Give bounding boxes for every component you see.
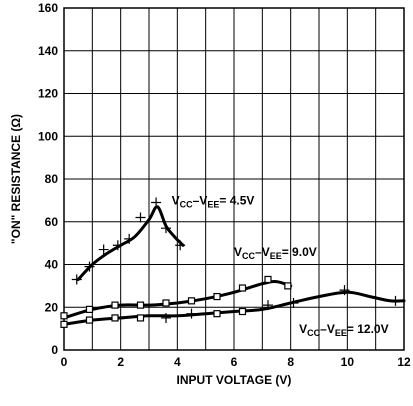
- markers: [60, 197, 401, 328]
- square-marker: [213, 292, 221, 301]
- plus-marker: [288, 297, 299, 308]
- tick-labels: 0 20 40 60 80 100 120 140 160 0 2 4 6 8 10 12: [38, 1, 411, 369]
- series-label-3: VCC–VEE= 12.0V: [299, 322, 388, 338]
- x-axis-label: INPUT VOLTAGE (V): [177, 373, 292, 387]
- plus-marker: [390, 295, 401, 306]
- plus-marker: [124, 233, 135, 244]
- y-tick-label: 80: [45, 172, 59, 186]
- square-marker: [111, 314, 119, 322]
- plus-marker: [161, 312, 171, 323]
- x-tick-label: 4: [174, 355, 181, 369]
- series-line-3: [62, 290, 406, 326]
- y-tick-label: 140: [38, 44, 58, 58]
- square-marker: [60, 312, 68, 320]
- square-marker: [136, 301, 145, 309]
- plus-marker: [263, 300, 273, 311]
- square-marker: [264, 275, 272, 284]
- square-marker: [238, 307, 247, 316]
- plus-marker: [71, 274, 82, 285]
- series-annotations: VCC–VEE= 4.5V VCC–VEE= 9.0V VCC–VEE= 12.0V: [172, 194, 389, 338]
- y-axis-label: "ON" RESISTANCE (Ω): [9, 114, 23, 244]
- y-tick-label: 20: [45, 300, 59, 314]
- plus-marker: [175, 240, 186, 251]
- y-tick-label: 60: [45, 215, 59, 229]
- square-marker: [187, 297, 196, 305]
- y-tick-label: 100: [38, 129, 58, 143]
- plus-marker: [186, 308, 197, 319]
- series-label-2: VCC–VEE= 9.0V: [234, 245, 317, 261]
- plot-frame: [63, 7, 405, 351]
- y-tick-label: 160: [38, 1, 58, 15]
- plus-marker: [84, 261, 95, 272]
- x-tick-label: 10: [341, 355, 355, 369]
- square-marker: [60, 320, 68, 328]
- grid: [64, 8, 404, 350]
- series-label-1: VCC–VEE= 4.5V: [172, 194, 255, 210]
- square-marker: [238, 284, 247, 292]
- square-marker: [85, 305, 94, 313]
- plus-marker: [151, 197, 162, 208]
- y-tick-label: 0: [51, 343, 58, 357]
- y-tick-label: 40: [45, 258, 59, 272]
- square-marker: [111, 301, 119, 309]
- square-marker: [136, 314, 145, 322]
- x-tick-label: 0: [61, 355, 68, 369]
- square-marker: [213, 310, 221, 318]
- plus-marker: [339, 285, 350, 296]
- square-marker: [162, 299, 170, 307]
- x-tick-label: 6: [231, 355, 238, 369]
- y-tick-label: 120: [38, 87, 58, 101]
- series-line-1: [76, 205, 185, 281]
- plus-marker: [98, 244, 109, 255]
- x-tick-label: 12: [397, 355, 411, 369]
- plus-marker: [135, 212, 146, 223]
- square-marker: [284, 282, 292, 290]
- square-marker: [85, 316, 94, 324]
- plus-marker: [112, 240, 123, 251]
- plus-marker: [161, 223, 171, 234]
- x-tick-label: 2: [117, 355, 124, 369]
- x-tick-label: 8: [287, 355, 294, 369]
